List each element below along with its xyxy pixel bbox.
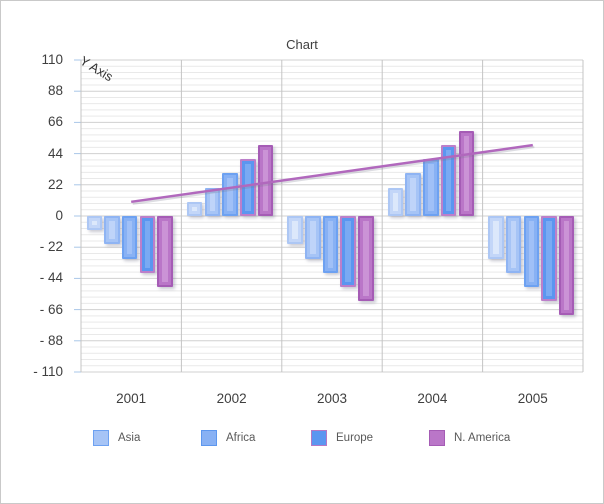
trendline-shadow xyxy=(132,145,535,205)
legend-swatch-icon xyxy=(201,430,217,446)
y-tick-label: - 66 xyxy=(39,301,63,317)
bar-asia-2005[interactable] xyxy=(505,216,522,273)
legend-label: N. America xyxy=(454,432,511,444)
bar-asia-2001[interactable] xyxy=(104,216,120,245)
bar-europe-2004[interactable] xyxy=(440,145,457,216)
bar-n-america-2003[interactable] xyxy=(358,216,374,302)
legend-label: Europe xyxy=(336,432,374,444)
bar-n-america-2005[interactable] xyxy=(558,216,575,316)
chart-title: Chart xyxy=(286,37,318,52)
x-category-label: 2005 xyxy=(517,391,548,406)
bar-series1-2005[interactable] xyxy=(488,216,504,259)
bar-africa-2003[interactable] xyxy=(322,216,339,273)
y-tick-label: 66 xyxy=(47,114,63,130)
bar-series1-2002[interactable] xyxy=(186,201,203,216)
bar-asia-2004[interactable] xyxy=(405,173,421,216)
bar-asia-2003[interactable] xyxy=(305,216,321,259)
bar-n-america-2004[interactable] xyxy=(458,130,474,216)
bar-europe-2002[interactable] xyxy=(240,159,256,216)
legend-label: Asia xyxy=(118,432,141,444)
bar-africa-2005[interactable] xyxy=(523,216,539,287)
bar-series1-2003[interactable] xyxy=(287,216,303,245)
bar-n-america-2002[interactable] xyxy=(257,145,274,216)
x-category-label: 2004 xyxy=(417,391,448,406)
bar-africa-2002[interactable] xyxy=(222,173,238,216)
bar-europe-2003[interactable] xyxy=(340,216,356,287)
trendline[interactable] xyxy=(131,143,533,204)
legend-item-europe[interactable]: Europe xyxy=(311,430,373,446)
legend-item-africa[interactable]: Africa xyxy=(201,430,255,446)
legend-swatch-icon xyxy=(429,430,445,446)
x-category-label: 2003 xyxy=(316,391,348,406)
legend-swatch-icon xyxy=(311,430,327,446)
bar-africa-2001[interactable] xyxy=(121,216,138,259)
legend-swatch-icon xyxy=(93,430,109,446)
y-tick-label: - 22 xyxy=(39,239,63,255)
y-tick-label: - 44 xyxy=(39,270,63,286)
legend-label: Africa xyxy=(226,432,256,444)
y-tick-label: 0 xyxy=(55,208,63,223)
y-tick-label: 44 xyxy=(47,145,63,161)
y-tick-label: 22 xyxy=(47,176,63,192)
bar-europe-2005[interactable] xyxy=(541,216,557,302)
y-tick-label: 88 xyxy=(47,83,63,99)
bar-series1-2001[interactable] xyxy=(86,216,102,231)
legend-item-asia[interactable]: Asia xyxy=(93,430,140,446)
bar-series1-2004[interactable] xyxy=(387,187,404,216)
x-category-label: 2001 xyxy=(116,391,147,406)
y-tick-label: 110 xyxy=(41,52,63,67)
x-category-label: 2002 xyxy=(216,391,247,406)
bar-n-america-2001[interactable] xyxy=(157,216,173,287)
y-tick-label: - 88 xyxy=(39,332,63,348)
y-tick-label: - 110 xyxy=(33,364,63,379)
legend-item-n-america[interactable]: N. America xyxy=(429,430,510,446)
bar-europe-2001[interactable] xyxy=(139,216,156,273)
bar-asia-2002[interactable] xyxy=(204,187,221,216)
